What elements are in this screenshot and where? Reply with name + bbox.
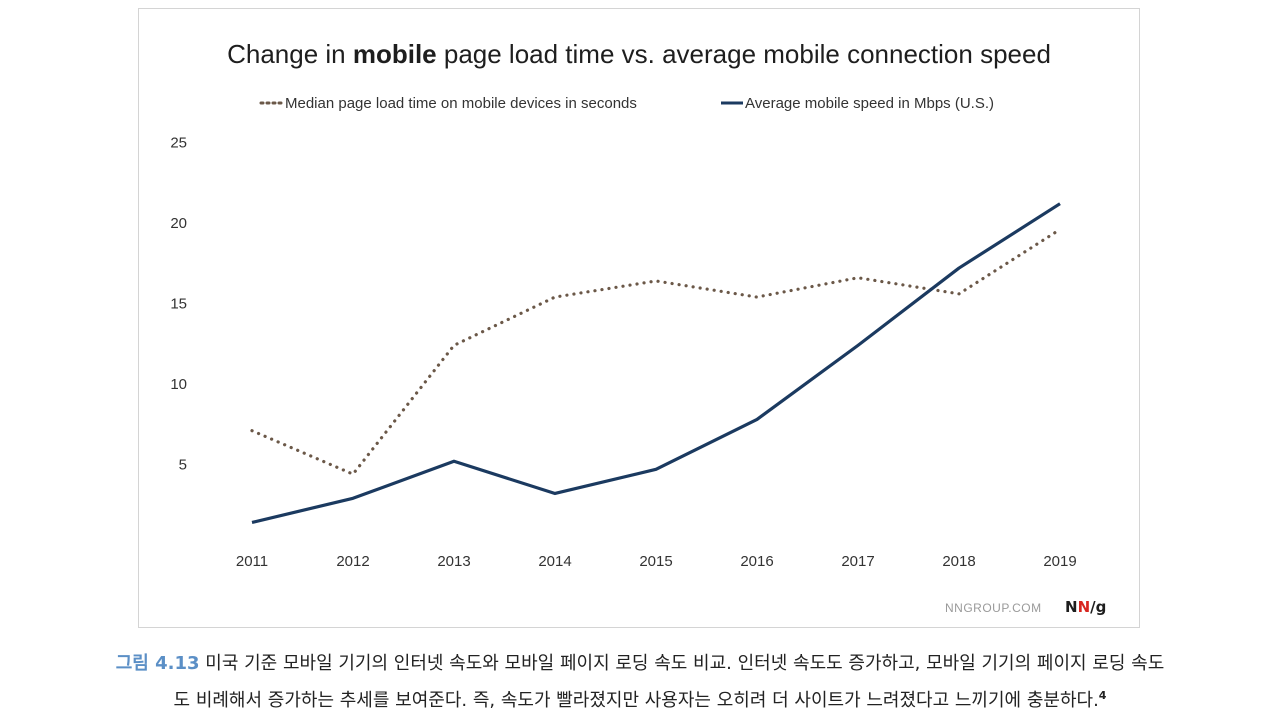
logo-g: /g <box>1090 598 1107 616</box>
logo-n2: N <box>1077 598 1091 616</box>
legend-label: Median page load time on mobile devices … <box>285 95 637 112</box>
x-tick-label: 2018 <box>942 553 975 570</box>
y-tick-label: 15 <box>170 296 187 313</box>
y-tick-label: 10 <box>170 376 187 393</box>
caption-text-1: 미국 기준 모바일 기기의 인터넷 속도와 모바일 페이지 로딩 속도 비교. … <box>199 653 1165 674</box>
caption-line-1: 그림 4.13 미국 기준 모바일 기기의 인터넷 속도와 모바일 페이지 로딩… <box>0 648 1280 680</box>
y-tick-label: 25 <box>170 135 187 152</box>
title-part-bold: mobile <box>352 39 437 69</box>
series-line <box>251 202 1061 525</box>
title-part-3: page load time vs. average mobile connec… <box>436 39 1051 69</box>
figure-caption: 그림 4.13 미국 기준 모바일 기기의 인터넷 속도와 모바일 페이지 로딩… <box>0 648 1280 717</box>
line-chart: 5 10 15 20 25 2011 2012 2013 2014 2015 2016 2017 201… <box>170 95 1076 570</box>
x-tick-label: 2016 <box>740 553 773 570</box>
x-tick-label: 2013 <box>437 553 470 570</box>
footnote-marker: 4 <box>1098 689 1107 702</box>
x-tick-label: 2017 <box>841 553 874 570</box>
x-tick-label: 2011 <box>236 553 268 570</box>
caption-text-2: 도 비례해서 증가하는 추세를 보여준다. 즉, 속도가 빨라졌지만 사용자는 … <box>173 690 1099 711</box>
nng-logo: NN/g <box>1065 598 1106 616</box>
y-tick-label: 20 <box>170 215 187 232</box>
chart-card: Change in mobile page load time vs. aver… <box>138 8 1140 628</box>
chart-title: Change in mobile page load time vs. aver… <box>139 39 1139 70</box>
legend-label: Average mobile speed in Mbps (U.S.) <box>745 95 994 112</box>
title-part-1: Change in <box>227 39 353 69</box>
y-tick-label: 5 <box>179 457 187 474</box>
x-tick-label: 2012 <box>336 553 369 570</box>
x-tick-label: 2015 <box>639 553 672 570</box>
logo-n1: N <box>1065 598 1078 616</box>
caption-line-2: 도 비례해서 증가하는 추세를 보여준다. 즉, 속도가 빨라졌지만 사용자는 … <box>0 680 1280 717</box>
x-tick-label: 2019 <box>1043 553 1076 570</box>
figure-label: 그림 4.13 <box>115 653 200 674</box>
x-tick-label: 2014 <box>538 553 571 570</box>
series-line <box>250 227 1062 477</box>
source-label: NNGROUP.COM <box>945 601 1042 615</box>
